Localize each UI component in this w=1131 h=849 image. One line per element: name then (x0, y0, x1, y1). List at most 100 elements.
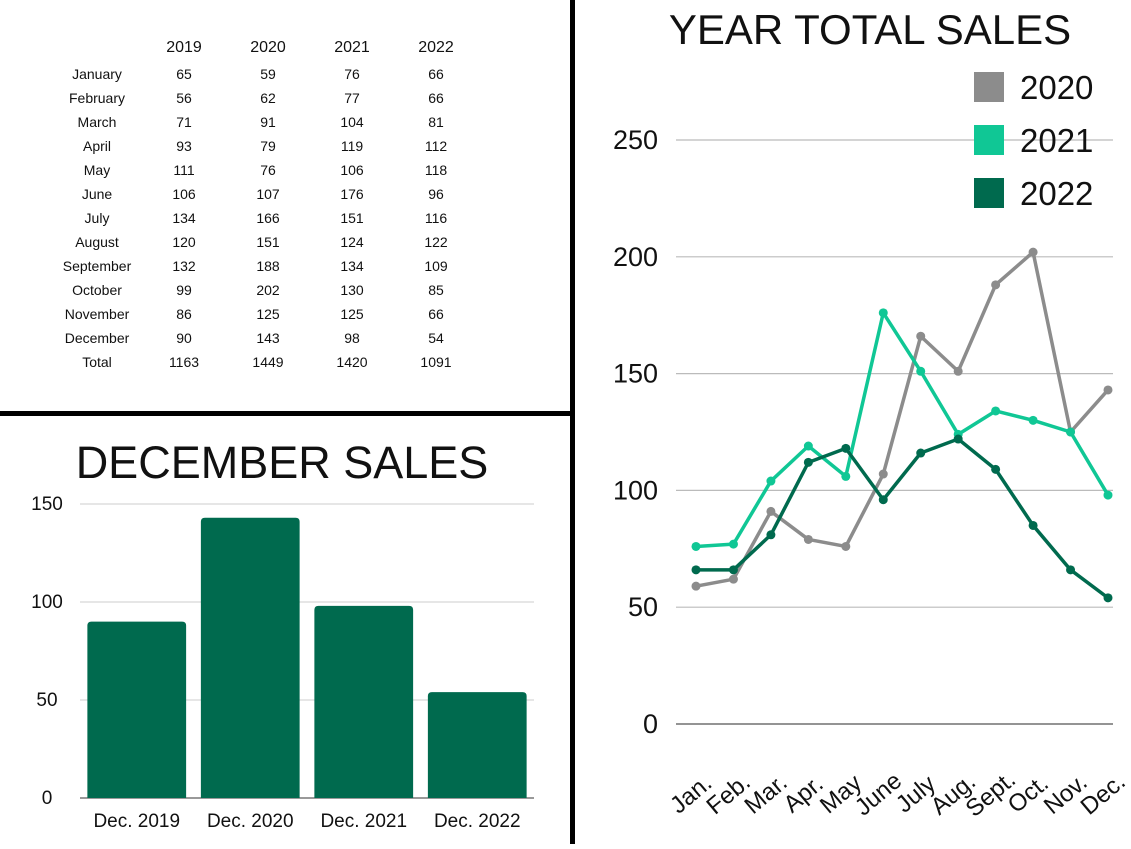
value-cell: 166 (256, 210, 280, 226)
data-point (916, 366, 926, 376)
data-point (916, 448, 926, 458)
month-cell: November (64, 306, 130, 322)
year-column-header: 2019 (166, 39, 202, 56)
value-cell: 86 (176, 306, 192, 322)
data-point (841, 541, 851, 551)
data-point (1028, 520, 1038, 530)
value-cell: 120 (172, 234, 196, 250)
table-body: January 65 59 76 66 February 56 62 77 66 March 71 91… (52, 62, 478, 374)
value-cell: 125 (340, 306, 364, 322)
bar (200, 517, 300, 798)
year-total-sales-chart: YEAR TOTAL SALES 050100150200250Jan.Feb.… (613, 6, 1131, 823)
bar (314, 605, 414, 798)
data-point (953, 366, 963, 376)
month-cell: May (83, 162, 111, 178)
data-point (1066, 565, 1076, 575)
month-cell: April (82, 138, 111, 154)
value-cell: 125 (256, 306, 280, 322)
month-cell: June (81, 186, 113, 202)
series-2022 (691, 434, 1113, 603)
value-cell: 118 (424, 162, 448, 178)
value-cell: 66 (428, 66, 444, 82)
monthly-sales-table: 2019 2020 2021 2022 January 65 59 76 66 Febru… (52, 34, 478, 374)
value-cell: 112 (424, 138, 448, 154)
line-y-tick-label: 200 (613, 242, 658, 272)
value-cell: 111 (173, 162, 195, 178)
value-cell: 106 (340, 162, 364, 178)
series-line (695, 311, 1110, 549)
month-cell: September (62, 258, 132, 274)
bar-x-tick-label: Dec. 2019 (93, 811, 180, 832)
value-cell: 188 (256, 258, 280, 274)
month-cell: Total (82, 354, 112, 370)
table-row: August 120 151 124 122 (52, 230, 478, 254)
value-cell: 96 (428, 186, 444, 202)
table-row: April 93 79 119 112 (52, 134, 478, 158)
bar-x-tick-label: Dec. 2021 (320, 811, 407, 832)
bar-y-tick-label: 50 (36, 690, 57, 711)
data-point (878, 495, 888, 505)
bar-chart-title: DECEMBER SALES (76, 437, 489, 488)
legend: 2020 2021 2022 (974, 69, 1093, 212)
value-cell: 90 (176, 330, 192, 346)
month-cell: December (64, 330, 130, 346)
value-cell: 65 (176, 66, 192, 82)
table-row: Total 1163 1449 1420 1091 (52, 350, 478, 374)
line-y-tick-label: 100 (613, 475, 658, 505)
data-point (803, 457, 813, 467)
bar-y-tick-label: 150 (31, 494, 63, 515)
value-cell: 143 (256, 330, 280, 346)
table-header-row: 2019 2020 2021 2022 (52, 34, 478, 62)
data-point (991, 464, 1001, 474)
bar (87, 621, 187, 798)
data-point (841, 443, 851, 453)
value-cell: 202 (256, 282, 280, 298)
value-cell: 66 (428, 90, 444, 106)
bar-x-tick-label: Dec. 2020 (207, 811, 294, 832)
data-point (916, 331, 926, 341)
table-row: January 65 59 76 66 (52, 62, 478, 86)
data-point (1103, 593, 1113, 603)
sales-table-panel: 2019 2020 2021 2022 January 65 59 76 66 Febru… (0, 0, 570, 412)
value-cell: 56 (176, 90, 192, 106)
value-cell: 107 (256, 186, 280, 202)
value-cell: 176 (340, 186, 364, 202)
legend-label: 2020 (1020, 69, 1093, 106)
series-line (696, 437, 1110, 600)
table-row: December 90 143 98 54 (52, 326, 478, 350)
data-point (841, 471, 851, 481)
horizontal-divider (0, 411, 570, 416)
value-cell: 122 (424, 234, 448, 250)
month-cell: January (72, 66, 122, 82)
value-cell: 76 (344, 66, 360, 82)
bar-x-tick-label: Dec. 2022 (434, 811, 521, 832)
value-cell: 81 (428, 114, 444, 130)
value-cell: 1420 (336, 354, 368, 370)
data-point (878, 308, 888, 318)
december-sales-chart: DECEMBER SALES 0 50 100 150 Dec. 2019 Dec. 20… (31, 437, 534, 832)
bar (427, 692, 527, 798)
data-point (991, 406, 1001, 416)
data-point (991, 280, 1001, 290)
year-column-header: 2022 (418, 39, 454, 56)
december-sales-panel: DECEMBER SALES 0 50 100 150 Dec. 2019 Dec. 20… (0, 416, 570, 844)
value-cell: 76 (260, 162, 276, 178)
table-row: May 111 76 106 118 (52, 158, 478, 182)
legend-swatch (974, 125, 1004, 155)
value-cell: 77 (344, 90, 360, 106)
data-point (691, 581, 701, 591)
value-cell: 119 (340, 138, 364, 154)
series-2021 (691, 308, 1113, 551)
month-cell: October (72, 282, 122, 298)
value-cell: 59 (260, 66, 276, 82)
data-point (878, 469, 888, 479)
month-cell: August (75, 234, 119, 250)
data-point (691, 565, 701, 575)
table-row: October 99 202 130 85 (52, 278, 478, 302)
data-point (728, 565, 738, 575)
data-point (766, 530, 776, 540)
data-point (691, 541, 701, 551)
line-y-tick-label: 0 (643, 709, 658, 739)
value-cell: 62 (260, 90, 276, 106)
table-row: March 71 91 104 81 (52, 110, 478, 134)
